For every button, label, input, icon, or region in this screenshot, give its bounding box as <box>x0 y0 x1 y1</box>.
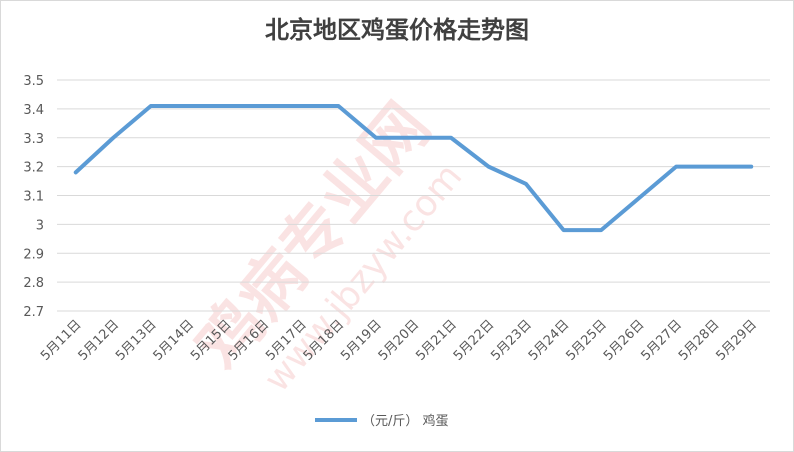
y-tick-label: 3.4 <box>23 103 44 118</box>
y-tick-label: 3 <box>36 218 44 233</box>
y-tick-label: 3.5 <box>23 74 44 89</box>
y-tick-label: 3.2 <box>23 161 44 176</box>
data-line <box>73 103 754 233</box>
y-tick-label: 2.8 <box>23 276 44 291</box>
y-tick-label: 2.7 <box>23 305 44 320</box>
chart-title: 北京地区鸡蛋价格走势图 <box>265 16 529 44</box>
y-tick-label: 3.1 <box>23 190 44 205</box>
legend-label: （元/斤） 鸡蛋 <box>362 413 449 429</box>
y-tick-label: 2.9 <box>23 247 44 262</box>
y-tick-label: 3.3 <box>23 132 44 147</box>
